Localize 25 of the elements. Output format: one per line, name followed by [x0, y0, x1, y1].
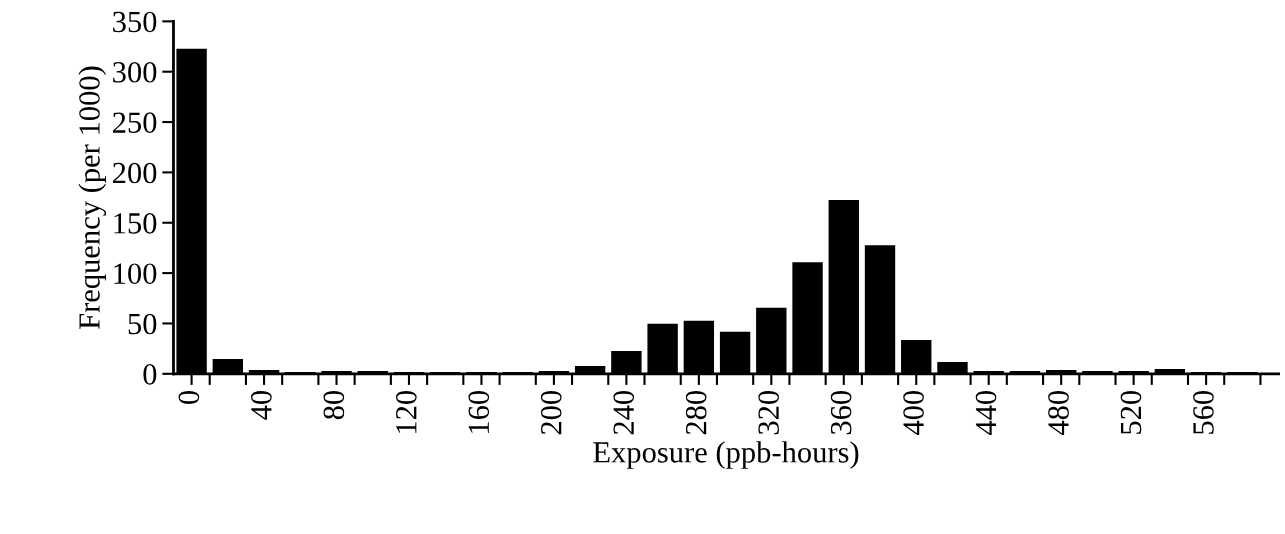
y-axis-title: Frequency (per 1000)	[78, 66, 107, 330]
y-tick-label: 350	[113, 11, 157, 33]
y-tick-label: 100	[114, 263, 157, 284]
y-tick-label: 200	[113, 162, 157, 184]
y-tick-label: 0	[143, 364, 157, 385]
x-tick-label: 80	[323, 390, 345, 420]
x-tick-label: 520	[1120, 390, 1142, 434]
y-tick-label: 300	[113, 61, 157, 83]
x-tick-label: 0	[178, 390, 200, 404]
x-tick-label: 240	[613, 390, 635, 435]
x-tick-label: 200	[540, 390, 562, 435]
x-tick-label: 440	[975, 390, 997, 436]
x-tick-label: 120	[396, 390, 417, 433]
x-tick-label: 160	[468, 390, 490, 433]
x-axis-title: Exposure (ppb-hours)	[593, 441, 859, 469]
y-tick-label: 250	[113, 112, 157, 133]
y-tick-label: 150	[114, 213, 157, 234]
y-tick-label: 50	[128, 313, 157, 335]
x-tick-label: 280	[685, 390, 707, 435]
x-tick-label: 360	[830, 390, 852, 435]
x-tick-label: 480	[1048, 390, 1069, 436]
x-tick-label: 400	[903, 390, 924, 436]
x-tick-label: 560	[1193, 390, 1214, 434]
x-tick-label: 320	[758, 390, 779, 435]
x-tick-label: 40	[251, 390, 272, 420]
